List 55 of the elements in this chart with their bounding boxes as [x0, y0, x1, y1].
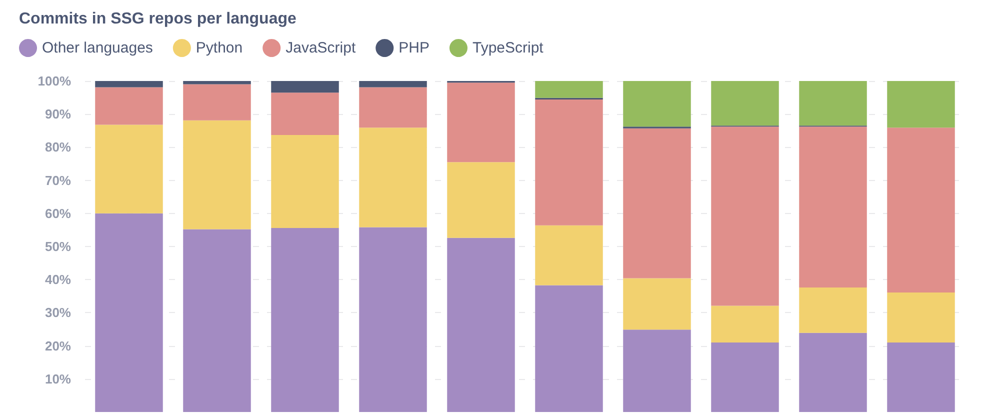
bar [359, 128, 427, 228]
bar [271, 134, 339, 228]
bar [95, 213, 163, 412]
legend-label: JavaScript [286, 40, 356, 56]
y-tick-label: 70% [44, 172, 72, 188]
y-tick-label: 60% [44, 206, 72, 221]
y-tick-label: 30% [44, 305, 72, 320]
legend-label: PHP [398, 40, 430, 56]
bar [95, 81, 163, 88]
legend-label: TypeScript [472, 40, 544, 56]
y-tick-label: 80% [44, 140, 72, 155]
bar [535, 100, 603, 226]
bar [447, 82, 515, 162]
bar [799, 126, 867, 288]
bar [799, 288, 867, 333]
bar [535, 225, 603, 286]
bar [887, 342, 955, 412]
y-tick-label: 10% [44, 371, 72, 386]
legend-label: Python [196, 40, 243, 56]
bar [711, 342, 779, 412]
bar [711, 81, 779, 126]
bar [535, 81, 603, 98]
bar [271, 228, 339, 412]
bar [623, 330, 691, 412]
bar [183, 120, 251, 230]
bar [887, 128, 955, 293]
bar [271, 81, 339, 93]
bar [711, 126, 779, 306]
legend-label: Other languages [42, 40, 153, 56]
bar [359, 87, 427, 128]
bar [447, 162, 515, 238]
y-tick-label: 100% [38, 74, 72, 88]
bar [183, 84, 251, 120]
bar [887, 292, 955, 342]
bar [799, 81, 867, 126]
chart-title: Commits in SSG repos per language [19, 10, 296, 28]
bar [623, 81, 691, 127]
bar [711, 306, 779, 342]
bar [887, 81, 955, 128]
bar [95, 124, 163, 214]
y-tick-label: 20% [44, 338, 72, 354]
bar [359, 81, 427, 88]
bar [447, 238, 515, 412]
bar [535, 285, 603, 412]
bar [271, 92, 339, 135]
bar [183, 229, 251, 412]
y-tick-label: 40% [44, 272, 72, 288]
bar [623, 278, 691, 330]
bar [183, 81, 251, 84]
bar [95, 87, 163, 125]
bar [359, 227, 427, 412]
y-tick-label: 90% [44, 106, 72, 122]
bar [623, 128, 691, 278]
y-tick-label: 50% [44, 239, 72, 254]
bar [799, 332, 867, 412]
